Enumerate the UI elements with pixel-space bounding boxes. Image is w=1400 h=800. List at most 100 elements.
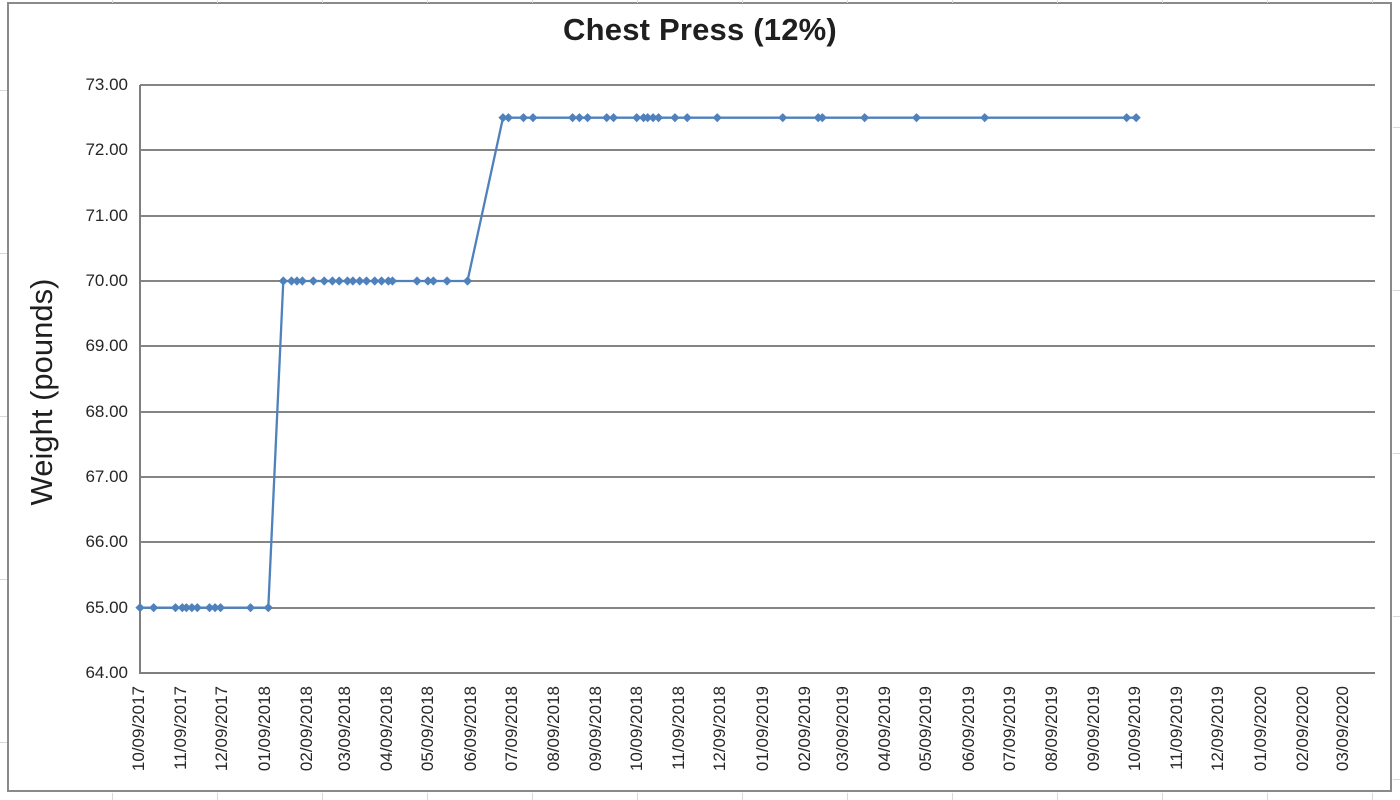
data-point-marker xyxy=(170,603,181,613)
data-point-marker xyxy=(210,603,220,613)
x-axis-line xyxy=(140,672,1375,674)
spreadsheet-gridline-stub xyxy=(1057,793,1058,800)
spreadsheet-gridline-stub xyxy=(1162,793,1163,800)
spreadsheet-gridline-stub xyxy=(1057,0,1058,3)
data-point-marker xyxy=(376,276,387,286)
data-point-marker xyxy=(648,113,658,123)
data-point-marker xyxy=(980,113,990,123)
data-point-marker xyxy=(682,113,692,123)
spreadsheet-gridline-stub xyxy=(217,0,218,3)
data-point-marker xyxy=(643,113,653,123)
spreadsheet-gridline-stub xyxy=(952,793,953,800)
major-gridline xyxy=(140,345,1375,348)
data-point-marker xyxy=(423,276,433,286)
major-gridline xyxy=(140,410,1375,413)
data-point-marker xyxy=(778,113,788,123)
spreadsheet-gridline-stub xyxy=(427,793,428,800)
data-point-marker xyxy=(1122,113,1132,123)
data-point-marker xyxy=(215,603,226,613)
data-point-marker xyxy=(632,113,642,123)
data-point-marker xyxy=(442,276,452,286)
spreadsheet-gridline-stub xyxy=(1162,0,1163,3)
data-point-marker xyxy=(334,276,344,286)
y-tick-label: 71.00 xyxy=(85,205,128,225)
spreadsheet-gridline-stub xyxy=(847,0,848,3)
spreadsheet-gridline-stub xyxy=(1372,793,1373,800)
data-point-marker xyxy=(911,113,922,123)
data-point-marker xyxy=(518,113,529,123)
data-point-marker xyxy=(278,276,288,286)
data-point-marker xyxy=(149,603,159,613)
data-point-marker xyxy=(503,113,514,123)
data-point-marker xyxy=(342,276,353,286)
major-gridline xyxy=(140,280,1375,282)
weight-series-line xyxy=(140,116,1137,609)
y-tick-label: 65.00 xyxy=(85,597,128,617)
spreadsheet-gridline-stub xyxy=(1393,290,1400,291)
spreadsheet-gridline-stub xyxy=(0,742,7,743)
major-gridline xyxy=(140,606,1375,609)
chart-title: Chest Press (12%) xyxy=(563,12,837,47)
data-point-marker xyxy=(412,276,422,286)
data-point-marker xyxy=(292,276,302,286)
spreadsheet-gridline-stub xyxy=(532,793,533,800)
data-point-marker xyxy=(567,113,578,123)
data-point-marker xyxy=(308,276,318,286)
data-point-marker xyxy=(498,113,508,123)
major-gridline xyxy=(140,84,1375,86)
data-point-marker xyxy=(528,113,538,123)
data-point-marker xyxy=(286,276,297,286)
data-point-marker xyxy=(602,113,612,123)
spreadsheet-gridline-stub xyxy=(217,793,218,800)
spreadsheet-gridline-stub xyxy=(1393,127,1400,128)
major-gridline xyxy=(140,541,1375,544)
spreadsheet-gridline-stub xyxy=(742,793,743,800)
data-point-marker xyxy=(653,113,664,123)
data-point-marker xyxy=(355,276,365,286)
data-point-marker xyxy=(319,276,329,286)
major-gridline xyxy=(140,149,1375,152)
y-tick-label: 69.00 xyxy=(85,336,128,356)
major-gridline xyxy=(140,476,1375,478)
spreadsheet-gridline-stub xyxy=(112,793,113,800)
spreadsheet-gridline-stub xyxy=(112,0,113,3)
data-point-marker xyxy=(860,113,870,123)
data-point-marker xyxy=(361,276,372,286)
y-tick-label: 72.00 xyxy=(85,140,128,160)
data-point-marker xyxy=(135,603,145,613)
spreadsheet-gridline-stub xyxy=(322,793,323,800)
y-tick-label: 68.00 xyxy=(85,401,128,421)
spreadsheet-gridline-stub xyxy=(1393,779,1400,780)
spreadsheet-gridline-stub xyxy=(0,579,7,580)
data-point-marker xyxy=(608,113,619,123)
data-point-marker xyxy=(327,276,338,286)
data-point-marker xyxy=(348,276,358,286)
data-point-marker xyxy=(181,603,191,613)
data-point-marker xyxy=(462,276,473,286)
data-point-marker xyxy=(370,276,380,286)
data-point-marker xyxy=(192,603,202,613)
spreadsheet-gridline-stub xyxy=(1372,0,1373,3)
spreadsheet-gridline-stub xyxy=(0,90,7,91)
spreadsheet-gridline-stub xyxy=(1267,793,1268,800)
spreadsheet-gridline-stub xyxy=(0,416,7,417)
data-point-marker xyxy=(583,113,593,123)
spreadsheet-gridline-stub xyxy=(952,0,953,3)
y-axis-line xyxy=(139,85,141,674)
data-point-marker xyxy=(187,603,197,613)
spreadsheet-gridline-stub xyxy=(1267,0,1268,3)
y-tick-label: 70.00 xyxy=(85,271,128,290)
spreadsheet-gridline-stub xyxy=(322,0,323,3)
data-point-marker xyxy=(204,603,215,613)
spreadsheet-gridline-stub xyxy=(0,253,7,254)
spreadsheet-gridline-stub xyxy=(742,0,743,3)
spreadsheet-gridline-stub xyxy=(427,0,428,3)
y-tick-label: 64.00 xyxy=(85,663,128,682)
data-point-marker xyxy=(574,113,585,123)
data-point-marker xyxy=(387,276,398,286)
data-point-marker xyxy=(263,603,273,613)
y-tick-label: 66.00 xyxy=(85,532,128,552)
data-point-marker xyxy=(817,113,827,123)
